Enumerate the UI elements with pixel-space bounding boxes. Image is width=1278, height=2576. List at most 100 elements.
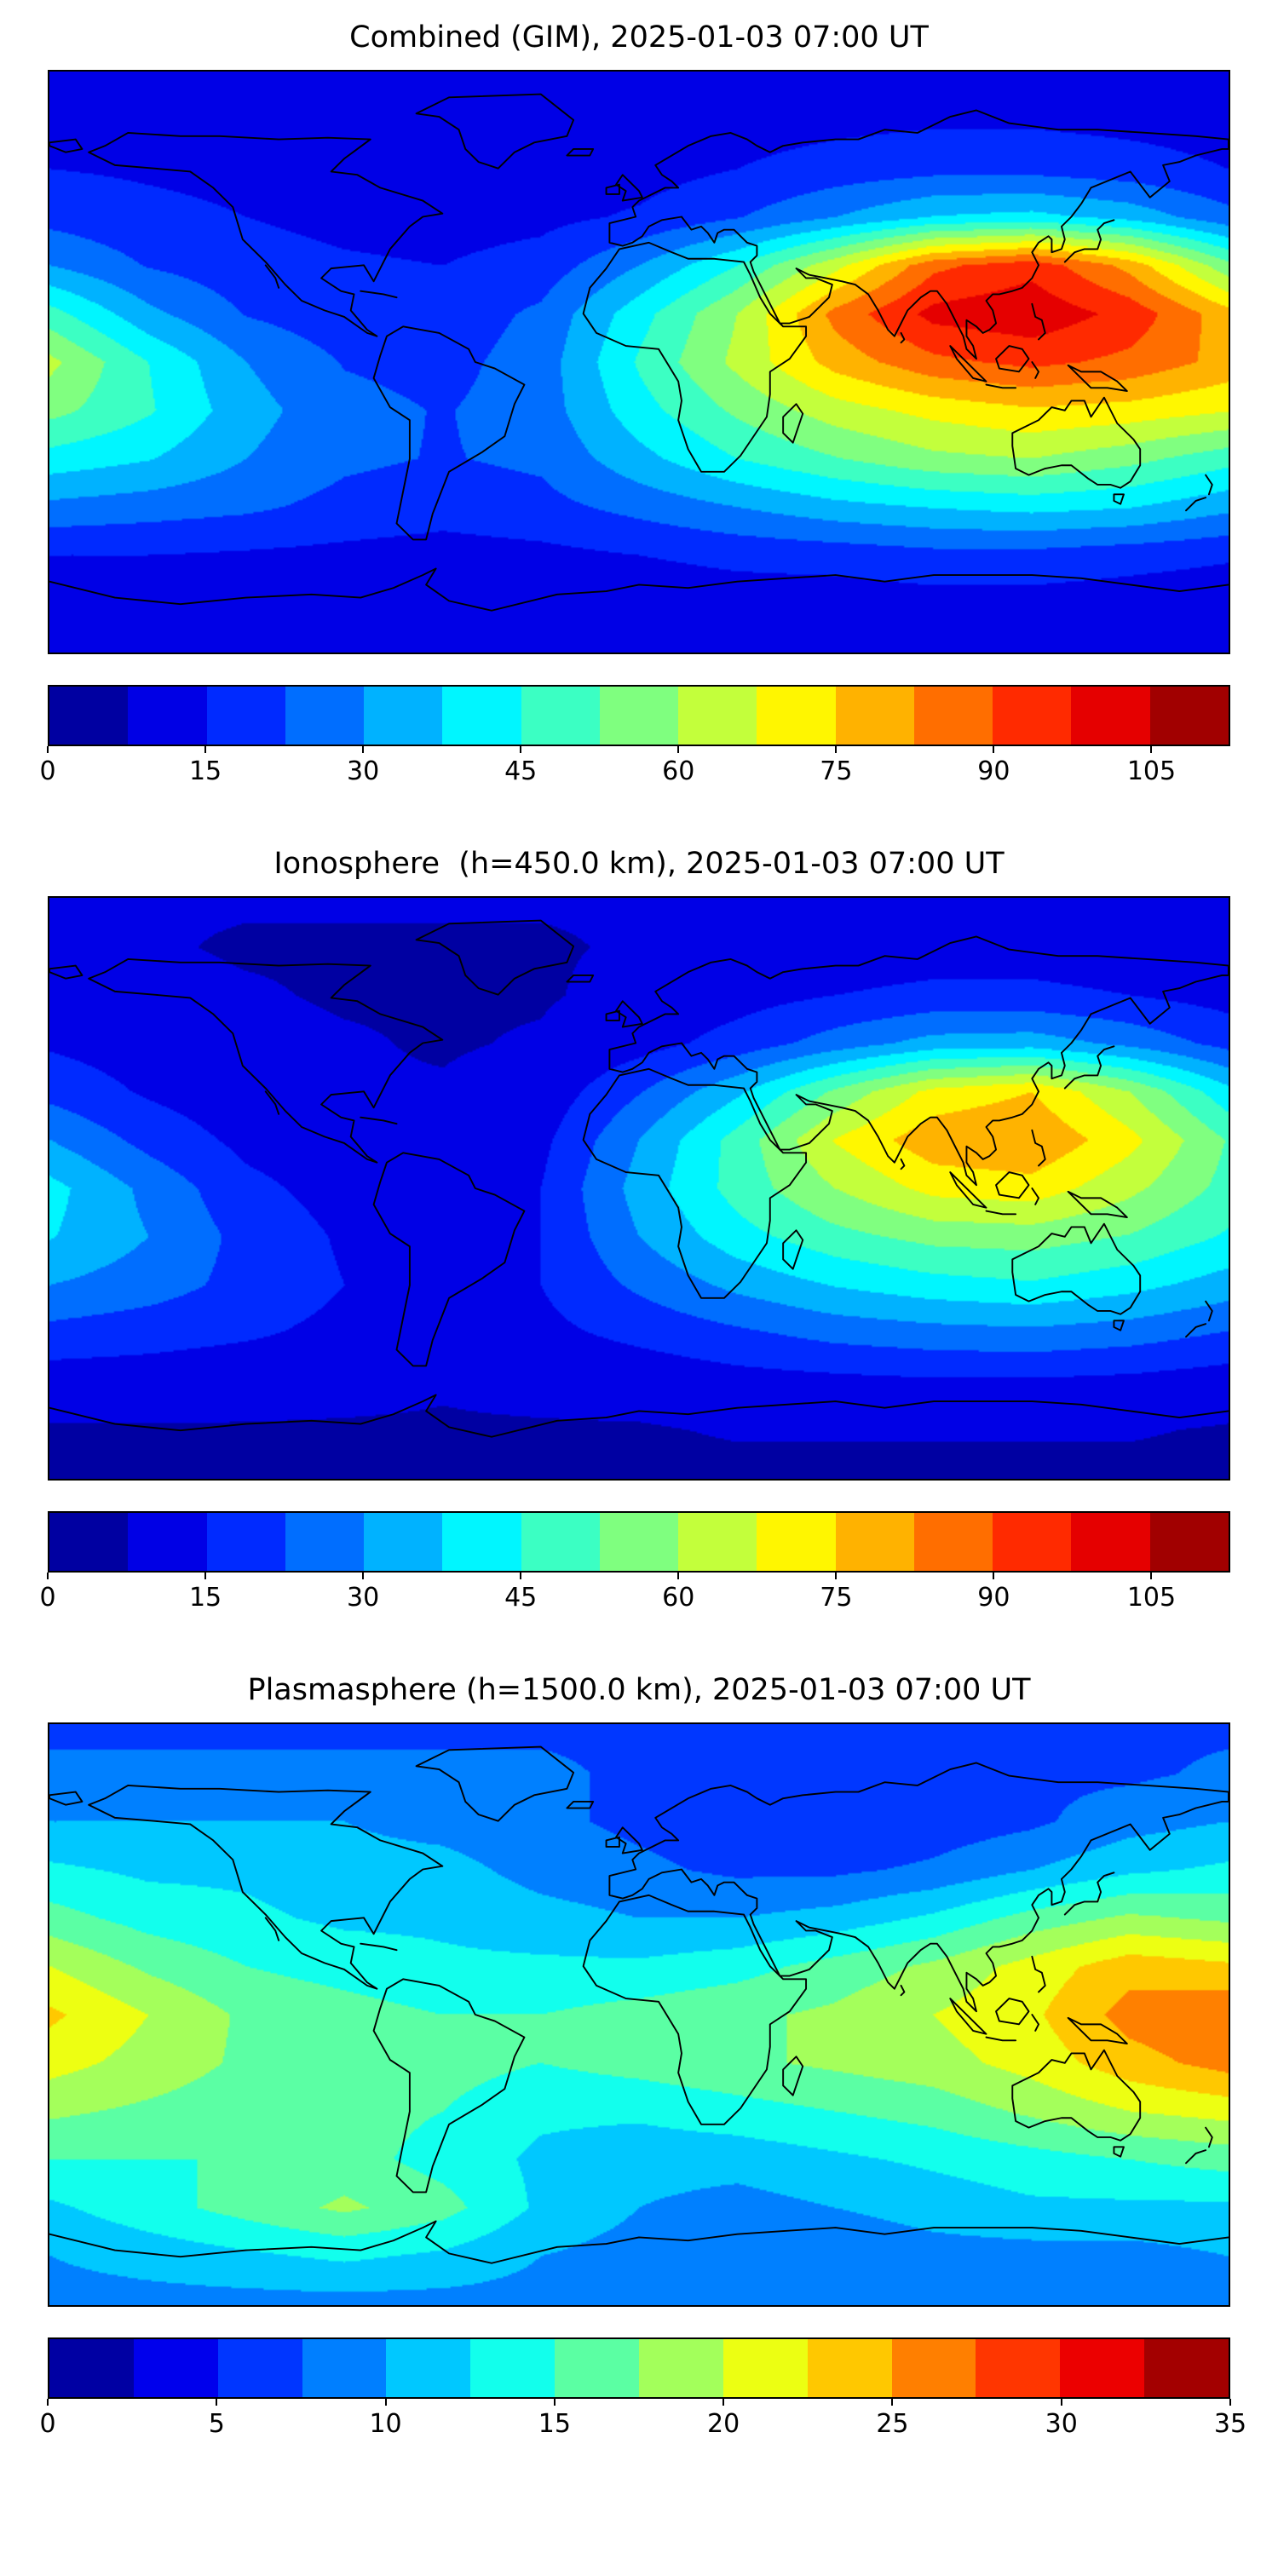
colorbar-tick-label: 45 — [504, 1583, 538, 1613]
colorbar-tick-mark — [362, 1573, 365, 1579]
colorbar-segment — [891, 2339, 976, 2397]
colorbar-tick-mark — [835, 1573, 838, 1579]
colorbar-segment — [1144, 2339, 1229, 2397]
colorbar-tick-mark — [1060, 2399, 1062, 2406]
colorbar-segment — [1149, 1513, 1229, 1571]
colorbar-tick-label: 15 — [538, 2409, 571, 2439]
colorbar-segment — [639, 2339, 723, 2397]
colorbar-segment — [133, 2339, 218, 2397]
colorbar-segment — [49, 2339, 134, 2397]
colorbar-segment — [49, 687, 129, 745]
colorbar-segment — [470, 2339, 556, 2397]
colorbar-segment — [976, 2339, 1061, 2397]
colorbar-tick-mark — [835, 746, 838, 753]
colorbar-tick-label: 30 — [347, 756, 380, 786]
panel-plasmasphere: Plasmasphere (h=1500.0 km), 2025-01-03 0… — [0, 1673, 1278, 2445]
colorbar-tick-mark — [204, 746, 207, 753]
colorbar-tick-mark — [384, 2399, 387, 2406]
colorbar-segment — [913, 1513, 993, 1571]
colorbar-tick-label: 15 — [188, 1583, 222, 1613]
panel-ionosphere: Ionosphere (h=450.0 km), 2025-01-03 07:0… — [0, 847, 1278, 1619]
colorbar-segment — [722, 2339, 808, 2397]
colorbar-tick-label: 75 — [820, 1583, 853, 1613]
colorbar-tick-label: 75 — [820, 756, 853, 786]
colorbar-tick-mark — [47, 746, 49, 753]
colorbar-tick-label: 15 — [188, 756, 222, 786]
colorbar-tick-label: 0 — [39, 1583, 56, 1613]
colorbar-segment — [835, 1513, 914, 1571]
colorbar-segment — [757, 1513, 836, 1571]
colorbar-segment — [128, 687, 207, 745]
colorbar-segment — [521, 1513, 600, 1571]
coastlines-overlay — [49, 1745, 1229, 2264]
colorbar-tick-mark — [520, 1573, 522, 1579]
colorbar-segment — [599, 687, 679, 745]
colorbar-segment — [757, 687, 836, 745]
map-ionosphere — [48, 896, 1230, 1481]
colorbar-tick-label: 0 — [39, 756, 56, 786]
colorbar-ticks: 0 15 30 45 60 75 90 105 — [39, 746, 1230, 792]
panel-combined: Combined (GIM), 2025-01-03 07:00 UT 0 15 3… — [0, 20, 1278, 792]
colorbar-tick-mark — [993, 1573, 995, 1579]
colorbar-tick-mark — [1150, 746, 1153, 753]
colorbar-tick-label: 60 — [662, 1583, 695, 1613]
colorbar-segment — [1071, 687, 1150, 745]
colorbar-tick-mark — [891, 2399, 894, 2406]
colorbar-segment — [1149, 687, 1229, 745]
colorbar-tick-label: 60 — [662, 756, 695, 786]
colorbar-segment — [285, 687, 365, 745]
colorbar-segment — [1060, 2339, 1145, 2397]
colorbar-segment — [807, 2339, 892, 2397]
colorbar-tick-mark — [993, 746, 995, 753]
colorbar-ticks: 0 15 30 45 60 75 90 105 — [39, 1573, 1230, 1619]
colorbar-tick-mark — [216, 2399, 218, 2406]
colorbar-segment — [302, 2339, 387, 2397]
panel-title-plasmasphere: Plasmasphere (h=1500.0 km), 2025-01-03 0… — [247, 1673, 1031, 1707]
colorbar-segment — [913, 687, 993, 745]
colorbar-tick-label: 90 — [977, 1583, 1010, 1613]
colorbar-wrap: 0 15 30 45 60 75 90 105 — [39, 685, 1230, 792]
colorbar-tick-label: 20 — [707, 2409, 740, 2439]
colorbar-tick-label: 30 — [347, 1583, 380, 1613]
panel-title-combined: Combined (GIM), 2025-01-03 07:00 UT — [349, 20, 929, 55]
colorbar-tick-mark — [520, 746, 522, 753]
colorbar-tick-mark — [553, 2399, 556, 2406]
colorbar-segment — [993, 1513, 1072, 1571]
map-plasmasphere — [48, 1722, 1230, 2307]
colorbar-tick-mark — [47, 2399, 49, 2406]
coastlines-overlay — [49, 93, 1229, 612]
colorbar-segment — [364, 687, 443, 745]
colorbar-tick-label: 105 — [1126, 1583, 1177, 1613]
colorbar-segment — [1071, 1513, 1150, 1571]
figure-root: { "figure": { "background": "#ffffff", "… — [0, 20, 1278, 2576]
colorbar-segment — [285, 1513, 365, 1571]
colorbar-wrap: 0 15 30 45 60 75 90 105 — [39, 1511, 1230, 1619]
colorbar — [48, 2337, 1230, 2399]
colorbar-segment — [678, 1513, 757, 1571]
colorbar-tick-mark — [204, 1573, 207, 1579]
colorbar — [48, 685, 1230, 746]
colorbar-tick-label: 105 — [1126, 756, 1177, 786]
colorbar-ticks: 0 5 10 15 20 25 30 35 — [39, 2399, 1246, 2445]
colorbar-tick-mark — [47, 1573, 49, 1579]
colorbar-tick-mark — [722, 2399, 725, 2406]
colorbar-tick-label: 90 — [977, 756, 1010, 786]
colorbar-wrap: 0 5 10 15 20 25 30 35 — [39, 2337, 1246, 2445]
colorbar-segment — [364, 1513, 443, 1571]
colorbar-segment — [217, 2339, 302, 2397]
coastlines-overlay — [49, 919, 1229, 1438]
colorbar-tick-mark — [1150, 1573, 1153, 1579]
colorbar-segment — [599, 1513, 679, 1571]
colorbar-segment — [521, 687, 600, 745]
colorbar-segment — [555, 2339, 640, 2397]
colorbar-tick-label: 30 — [1045, 2409, 1078, 2439]
colorbar-tick-label: 10 — [369, 2409, 402, 2439]
colorbar-tick-mark — [362, 746, 365, 753]
colorbar-segment — [128, 1513, 207, 1571]
colorbar-tick-mark — [677, 1573, 680, 1579]
colorbar-tick-mark — [677, 746, 680, 753]
colorbar-tick-label: 35 — [1213, 2409, 1247, 2439]
colorbar-segment — [442, 687, 521, 745]
colorbar-tick-label: 45 — [504, 756, 538, 786]
colorbar-tick-label: 0 — [39, 2409, 56, 2439]
